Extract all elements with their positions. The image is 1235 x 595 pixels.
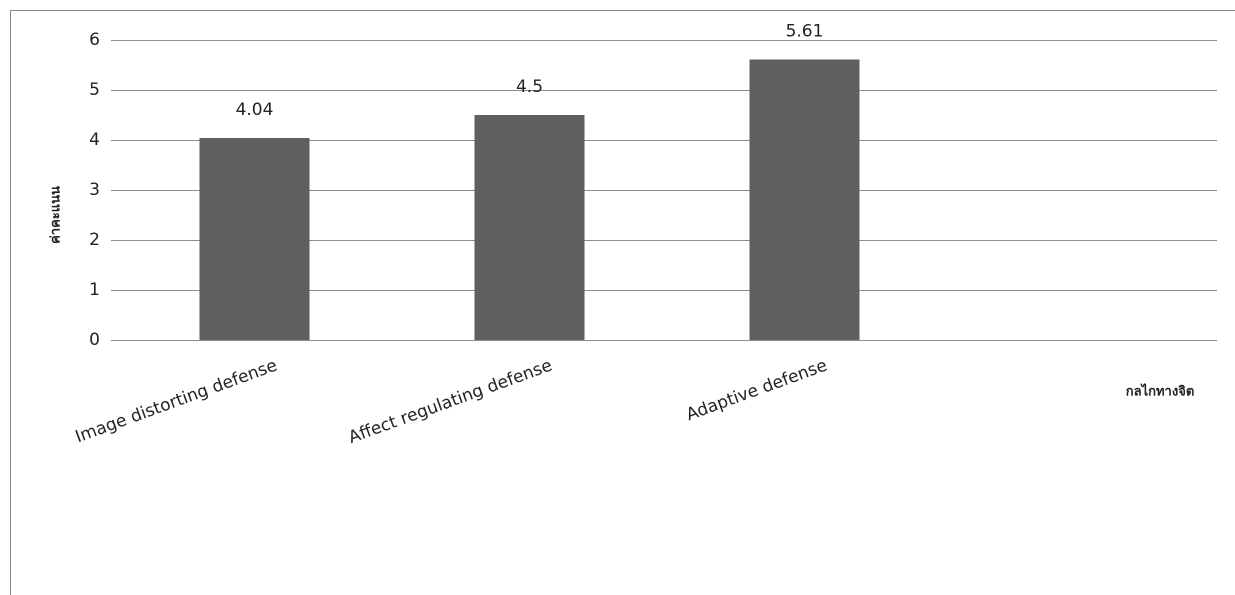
y-tick-label: 4 <box>89 130 100 150</box>
bar <box>199 138 310 340</box>
y-tick-label: 0 <box>89 330 100 350</box>
x-axis-title: กลไกทางจิต <box>1126 383 1195 400</box>
x-tick-label: Affect regulating defense <box>346 356 555 448</box>
data-label: 4.04 <box>236 100 274 120</box>
data-label: 5.61 <box>786 22 824 42</box>
data-label: 4.5 <box>516 77 543 97</box>
y-tick-label: 5 <box>89 80 100 100</box>
chart-frame <box>10 10 1235 595</box>
y-tick-label: 6 <box>89 30 100 50</box>
y-tick-label: 2 <box>89 230 100 250</box>
x-tick-label: Adaptive defense <box>684 356 830 426</box>
x-tick-label: Image distorting defense <box>73 356 280 448</box>
bar <box>474 115 585 340</box>
y-axis-title: ค่าคะแนน <box>49 186 64 244</box>
y-tick-label: 3 <box>89 180 100 200</box>
bar <box>749 59 860 340</box>
y-tick-label: 1 <box>89 280 100 300</box>
